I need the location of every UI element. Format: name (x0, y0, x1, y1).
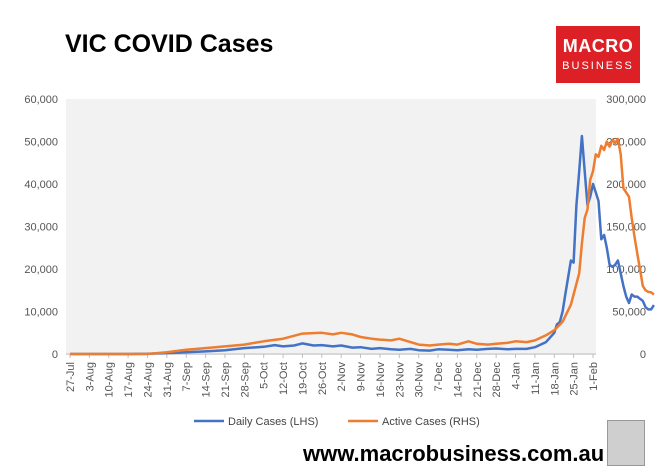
x-tick-label: 18-Jan (549, 362, 561, 396)
right-tick-label: 200,000 (606, 179, 646, 191)
website-url: www.macrobusiness.com.au (303, 441, 605, 466)
x-tick-label: 24-Aug (142, 362, 154, 397)
x-tick-label: 14-Dec (452, 362, 464, 398)
right-tick-label: 50,000 (612, 307, 646, 319)
x-tick-label: 10-Aug (104, 362, 116, 397)
left-axis-ticks: 0 10,000 20,000 30,000 40,000 50,000 60,000 (24, 94, 58, 361)
series-layer (70, 134, 655, 356)
x-tick-label: 28-Sep (239, 362, 251, 397)
x-tick-label: 14-Sep (201, 362, 213, 397)
logo-line-2: BUSINESS (562, 60, 634, 72)
x-tick-label: 30-Nov (414, 362, 426, 398)
x-tick-label: 28-Dec (491, 362, 503, 398)
x-tick-label: 9-Nov (356, 362, 368, 392)
logo-line-1: MACRO (562, 36, 634, 56)
right-tick-label: 0 (640, 349, 646, 361)
right-axis-ticks: 050,000100,000150,000200,000250,000300,0… (606, 94, 646, 361)
x-tick-label: 7-Dec (433, 362, 445, 392)
right-tick-label: 300,000 (606, 94, 646, 106)
x-tick-label: 12-Oct (278, 362, 290, 395)
left-tick-label: 30,000 (24, 222, 58, 234)
plot-area (66, 99, 596, 355)
x-tick-label: 7-Sep (181, 362, 193, 391)
x-tick-label: 23-Nov (394, 362, 406, 398)
wolf-logo-icon (607, 420, 645, 466)
legend-label: Daily Cases (LHS) (228, 416, 318, 428)
x-axis-ticks: 27-Jul 3-Aug 10-Aug 17-Aug 24-Aug 31-Aug 7-Sep… (65, 354, 600, 397)
right-tick-label: 100,000 (606, 264, 646, 276)
x-tick-label: 3-Aug (84, 362, 96, 391)
x-tick-label: 19-Oct (297, 362, 309, 395)
legend-label: Active Cases (RHS) (382, 416, 480, 428)
x-tick-label: 2-Nov (336, 362, 348, 392)
x-tick-label: 17-Aug (123, 362, 135, 397)
x-tick-label: 11-Jan (530, 362, 542, 395)
x-tick-label: 21-Sep (220, 362, 232, 397)
left-tick-label: 20,000 (24, 264, 58, 276)
left-tick-label: 10,000 (24, 307, 58, 319)
left-tick-label: 50,000 (24, 137, 58, 149)
left-tick-label: 0 (52, 349, 58, 361)
series-line (70, 137, 655, 356)
chart-title: VIC COVID Cases (65, 30, 274, 58)
x-tick-label: 4-Jan (511, 362, 523, 390)
right-tick-label: 150,000 (606, 222, 646, 234)
left-tick-label: 60,000 (24, 94, 58, 106)
series-line (70, 134, 655, 356)
x-tick-label: 21-Dec (472, 362, 484, 398)
left-tick-label: 40,000 (24, 179, 58, 191)
x-tick-label: 31-Aug (162, 362, 174, 397)
macrobusiness-logo: MACRO BUSINESS (556, 26, 640, 83)
x-tick-label: 5-Oct (259, 362, 271, 389)
x-tick-label: 25-Jan (569, 362, 581, 396)
x-tick-label: 26-Oct (317, 362, 329, 395)
x-tick-label: 16-Nov (375, 362, 387, 398)
x-tick-label: 27-Jul (65, 362, 77, 392)
x-tick-label: 1-Feb (588, 362, 600, 391)
legend: Daily Cases (LHS) Active Cases (RHS) (194, 416, 480, 428)
